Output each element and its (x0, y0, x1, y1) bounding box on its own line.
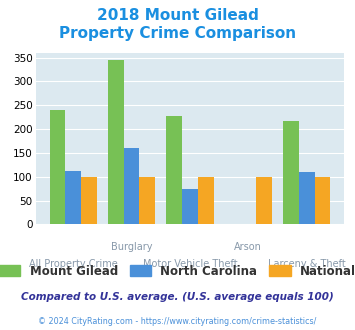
Bar (81, 177, 97, 224)
Bar (182, 189, 198, 224)
Bar (50, 110, 65, 224)
Text: © 2024 CityRating.com - https://www.cityrating.com/crime-statistics/: © 2024 CityRating.com - https://www.city… (38, 317, 317, 326)
Bar (198, 177, 214, 224)
Bar (166, 116, 182, 224)
Text: Arson: Arson (234, 242, 262, 251)
Bar (315, 177, 330, 224)
Bar (108, 60, 124, 224)
Legend: Mount Gilead, North Carolina, National: Mount Gilead, North Carolina, National (0, 260, 355, 282)
Bar (299, 173, 315, 224)
Text: Property Crime Comparison: Property Crime Comparison (59, 26, 296, 41)
Bar (256, 177, 272, 224)
Text: All Property Crime: All Property Crime (29, 259, 118, 269)
Text: 2018 Mount Gilead: 2018 Mount Gilead (97, 8, 258, 23)
Bar (283, 121, 299, 224)
Text: Burglary: Burglary (111, 242, 152, 251)
Text: Motor Vehicle Theft: Motor Vehicle Theft (143, 259, 237, 269)
Text: Larceny & Theft: Larceny & Theft (268, 259, 345, 269)
Bar (124, 148, 140, 224)
Bar (140, 177, 155, 224)
Text: Compared to U.S. average. (U.S. average equals 100): Compared to U.S. average. (U.S. average … (21, 292, 334, 302)
Bar (65, 171, 81, 224)
